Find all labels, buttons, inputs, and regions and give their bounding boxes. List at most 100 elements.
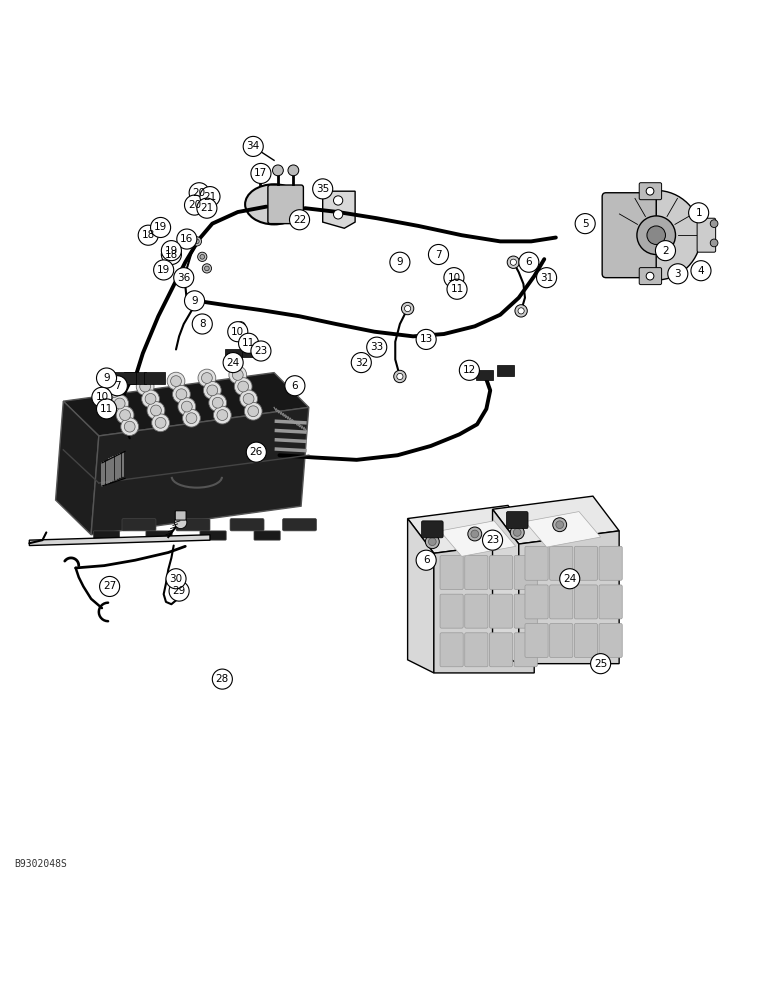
Text: 24: 24 [563,574,577,584]
Circle shape [114,398,125,409]
Circle shape [201,373,212,383]
Text: 2: 2 [662,246,669,256]
Circle shape [100,576,120,596]
Circle shape [96,368,117,388]
Text: 26: 26 [249,447,263,457]
Circle shape [367,337,387,357]
FancyBboxPatch shape [550,624,573,657]
FancyBboxPatch shape [525,585,548,619]
Circle shape [120,418,139,436]
Circle shape [154,260,174,280]
Circle shape [217,410,228,420]
FancyBboxPatch shape [176,519,210,531]
Text: 1: 1 [696,208,702,218]
Text: 36: 36 [177,273,191,283]
Circle shape [168,372,185,390]
Text: 4: 4 [698,266,704,276]
Circle shape [243,136,263,156]
FancyBboxPatch shape [525,624,548,657]
FancyBboxPatch shape [283,519,317,531]
Circle shape [155,417,166,428]
Circle shape [181,401,192,412]
Circle shape [243,393,254,404]
Text: 7: 7 [114,381,120,391]
Circle shape [655,241,676,261]
FancyBboxPatch shape [489,556,513,590]
Polygon shape [63,373,309,436]
Circle shape [513,529,521,536]
Text: 28: 28 [215,674,229,684]
Circle shape [390,252,410,272]
FancyBboxPatch shape [639,183,662,200]
Circle shape [138,225,158,245]
Circle shape [482,530,503,550]
Text: 22: 22 [293,215,306,225]
FancyBboxPatch shape [639,268,662,285]
Text: 20: 20 [188,200,201,210]
Circle shape [416,329,436,349]
Circle shape [416,550,436,570]
Circle shape [459,360,479,380]
Text: 19: 19 [154,222,168,232]
FancyBboxPatch shape [254,531,280,540]
Circle shape [200,255,205,259]
FancyBboxPatch shape [122,519,156,531]
Circle shape [351,353,371,373]
Circle shape [238,381,249,392]
Circle shape [96,399,117,419]
Circle shape [207,385,218,396]
Circle shape [637,216,676,255]
Circle shape [200,187,220,207]
Circle shape [166,569,186,589]
FancyBboxPatch shape [440,556,463,590]
Text: 21: 21 [200,203,214,213]
FancyBboxPatch shape [514,556,537,590]
Circle shape [109,387,120,397]
Text: 10: 10 [231,327,245,337]
Text: 18: 18 [164,250,178,260]
Circle shape [405,305,411,312]
FancyBboxPatch shape [200,531,226,540]
FancyBboxPatch shape [175,511,186,520]
Circle shape [235,378,252,395]
FancyBboxPatch shape [599,624,622,657]
Text: 32: 32 [354,358,368,368]
Circle shape [518,308,524,314]
Text: 11: 11 [242,338,256,348]
Text: B9302048S: B9302048S [14,859,66,869]
Circle shape [120,410,130,420]
Circle shape [471,530,479,538]
FancyBboxPatch shape [489,594,513,628]
Circle shape [151,217,171,238]
Circle shape [248,406,259,417]
FancyBboxPatch shape [465,633,488,667]
Circle shape [213,406,231,424]
Circle shape [239,324,243,329]
FancyBboxPatch shape [440,633,463,667]
Circle shape [195,239,199,244]
Circle shape [198,252,207,261]
Text: 8: 8 [199,319,205,329]
Text: 6: 6 [526,257,532,267]
Text: 24: 24 [226,358,240,368]
Circle shape [136,378,154,395]
Circle shape [510,259,516,265]
Text: 17: 17 [254,168,268,178]
Circle shape [537,268,557,288]
Circle shape [397,373,403,380]
Text: 18: 18 [141,230,155,240]
Circle shape [212,397,223,408]
Circle shape [185,291,205,311]
FancyBboxPatch shape [574,624,598,657]
Polygon shape [124,372,146,384]
Text: 23: 23 [486,535,499,545]
Circle shape [334,210,343,219]
Circle shape [243,336,248,340]
Circle shape [182,409,200,427]
Circle shape [507,256,520,268]
Circle shape [710,239,718,247]
Circle shape [556,521,564,529]
Circle shape [172,385,190,403]
Polygon shape [493,496,619,544]
FancyBboxPatch shape [514,633,537,667]
